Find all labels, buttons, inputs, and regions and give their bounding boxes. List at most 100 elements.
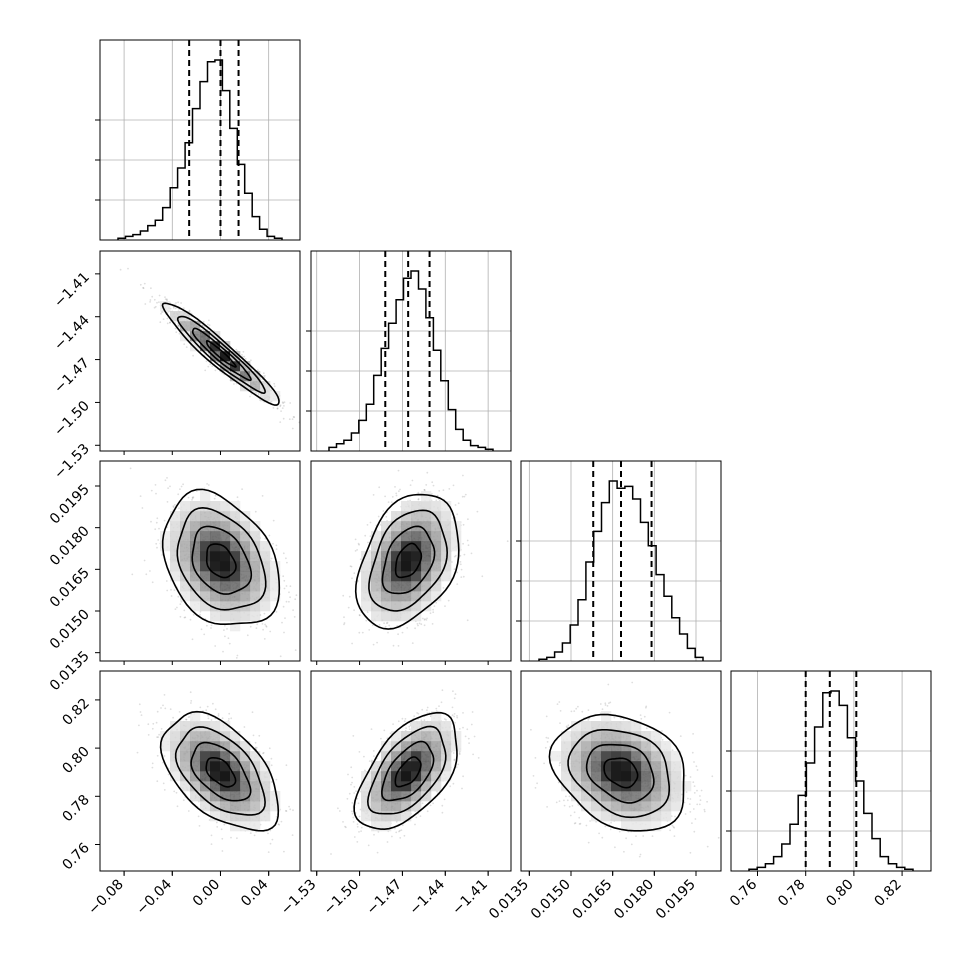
sample-point xyxy=(208,319,210,322)
sample-point xyxy=(210,627,212,629)
sample-point xyxy=(414,627,416,630)
density-cell xyxy=(270,591,281,602)
sample-point xyxy=(270,389,273,391)
sample-point xyxy=(173,589,176,591)
sample-point xyxy=(364,534,367,537)
sample-point xyxy=(293,616,296,618)
density-cell xyxy=(200,341,211,352)
density-cell xyxy=(220,611,231,622)
sample-point xyxy=(224,635,226,638)
sample-point xyxy=(314,811,316,813)
sample-point xyxy=(456,583,459,585)
sample-point xyxy=(166,317,169,320)
sample-point xyxy=(158,527,160,530)
density-cell xyxy=(431,551,442,562)
sample-point xyxy=(457,502,460,505)
sample-point xyxy=(154,484,157,486)
sample-point xyxy=(185,346,188,348)
density-cell xyxy=(260,551,271,562)
sample-point xyxy=(378,486,381,489)
sample-point xyxy=(349,565,352,567)
sample-point xyxy=(155,521,158,524)
panel-2-1 xyxy=(310,460,512,662)
sample-point xyxy=(154,528,157,531)
density-cell xyxy=(421,571,432,582)
density-cell xyxy=(240,591,251,602)
sample-point xyxy=(150,520,152,523)
density-cell xyxy=(180,531,191,542)
sample-point xyxy=(177,301,180,304)
sample-point xyxy=(288,418,291,421)
sample-point xyxy=(262,628,264,631)
panel-3-0 xyxy=(99,670,316,872)
sample-point xyxy=(156,780,159,783)
sample-point xyxy=(167,438,169,440)
sample-point xyxy=(295,594,298,597)
sample-point xyxy=(262,372,265,375)
sample-point xyxy=(462,523,465,526)
sample-point xyxy=(195,490,198,492)
sample-point xyxy=(276,407,279,410)
density-cell xyxy=(411,551,422,562)
density-cell xyxy=(210,501,221,512)
sample-point xyxy=(205,360,208,363)
density-cell xyxy=(391,581,402,592)
sample-point xyxy=(223,629,225,631)
density-cell xyxy=(180,581,191,592)
sample-point xyxy=(358,614,361,616)
sample-point xyxy=(143,282,146,285)
density-cell xyxy=(230,511,241,522)
sample-point xyxy=(176,606,178,609)
density-cell xyxy=(170,571,181,582)
sample-point xyxy=(145,573,148,576)
sample-point xyxy=(369,535,372,538)
sample-point xyxy=(207,365,210,368)
sample-point xyxy=(351,577,353,580)
density-cell xyxy=(170,531,181,542)
density-cell xyxy=(240,381,251,392)
sample-point xyxy=(397,469,400,472)
density-cell xyxy=(381,611,392,622)
density-cell xyxy=(441,571,452,582)
sample-point xyxy=(447,599,450,602)
density-cell xyxy=(391,531,402,542)
sample-point xyxy=(216,826,219,828)
sample-point xyxy=(144,303,147,305)
density-cell xyxy=(381,541,392,552)
density-cell xyxy=(230,541,241,552)
sample-point xyxy=(357,580,359,582)
sample-point xyxy=(165,580,168,582)
sample-point xyxy=(460,576,463,578)
density-cell xyxy=(371,601,382,612)
sample-point xyxy=(417,624,419,627)
sample-point xyxy=(242,350,245,353)
sample-point xyxy=(164,707,167,710)
density-cell xyxy=(160,301,171,312)
sample-point xyxy=(191,496,194,499)
sample-point xyxy=(267,832,269,835)
density-cell xyxy=(210,561,221,572)
sample-point xyxy=(281,401,284,404)
sample-point xyxy=(358,614,361,617)
sample-point xyxy=(141,507,144,509)
sample-point xyxy=(275,544,278,547)
sample-point xyxy=(150,287,152,290)
sample-point xyxy=(191,638,194,641)
density-cell xyxy=(260,591,271,602)
sample-point xyxy=(383,622,385,625)
sample-point xyxy=(187,496,190,499)
contour-line xyxy=(161,302,280,406)
sample-point xyxy=(161,554,164,556)
density-cell xyxy=(210,611,221,622)
density-cell xyxy=(180,311,191,322)
sample-point xyxy=(163,694,166,696)
density-cell xyxy=(250,531,261,542)
sample-point xyxy=(139,283,142,286)
sample-point xyxy=(417,498,420,501)
sample-point xyxy=(191,499,193,501)
density-cell xyxy=(411,511,422,522)
sample-point xyxy=(214,708,217,711)
sample-point xyxy=(397,645,400,647)
sample-point xyxy=(214,369,217,372)
density-cell xyxy=(210,571,221,582)
